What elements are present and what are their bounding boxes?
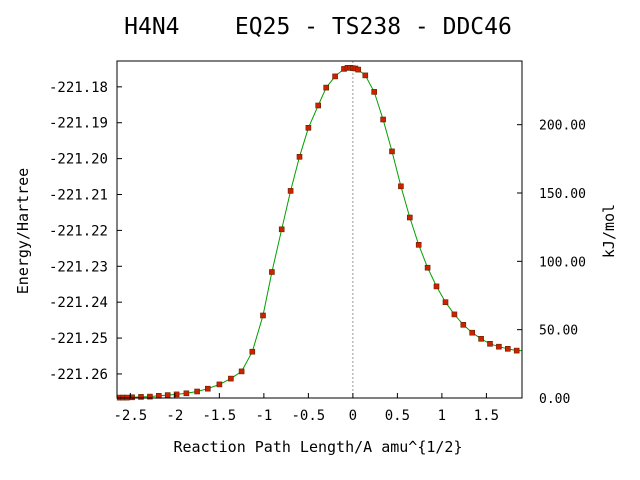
y2-tick-label: 200.00	[539, 119, 586, 134]
data-point	[287, 188, 294, 194]
data-point	[433, 283, 440, 290]
x-tick-label: -1.5	[203, 408, 237, 424]
data-point	[164, 392, 171, 398]
x-axis-ticks: -2.5 -2 -1.5 -1 -0.5 0 0.5 1 1.5	[113, 393, 499, 424]
data-point	[424, 264, 431, 271]
y-tick-label: -221.22	[49, 223, 108, 239]
y-axis-label: Energy/Hartree	[14, 168, 32, 294]
y-tick-label: -221.21	[49, 188, 108, 204]
y-tick-label: -221.18	[49, 80, 108, 96]
data-point	[129, 394, 135, 401]
y-tick-label: -221.25	[49, 331, 108, 347]
plot-frame	[116, 60, 523, 399]
data-point	[355, 66, 362, 73]
energy-curve-line	[119, 67, 522, 399]
data-point	[238, 368, 245, 375]
data-point	[469, 329, 476, 336]
y-tick-label: -221.19	[49, 116, 108, 132]
x-tick-label: 1	[438, 408, 446, 424]
data-points	[116, 65, 520, 401]
data-point	[513, 347, 520, 354]
y-tick-label: -221.23	[49, 259, 108, 275]
y-tick-label: -221.24	[49, 295, 108, 311]
data-point	[249, 348, 256, 355]
x-tick-label: -2	[166, 408, 183, 424]
y-tick-label: -221.20	[49, 152, 108, 168]
y2-axis-label: kJ/mol	[600, 204, 618, 258]
data-point	[228, 375, 234, 382]
data-point	[216, 381, 223, 388]
data-point	[278, 226, 285, 233]
data-point	[138, 394, 144, 400]
y2-tick-label: 50.00	[539, 324, 578, 339]
x-tick-label: -0.5	[292, 408, 326, 424]
data-point	[269, 269, 275, 275]
data-point	[194, 388, 200, 395]
data-point	[451, 311, 458, 318]
data-point	[406, 214, 413, 221]
x-tick-label: 1.5	[474, 408, 499, 424]
data-point	[147, 393, 153, 400]
data-point	[504, 345, 511, 352]
data-point	[305, 125, 312, 131]
data-point	[478, 335, 484, 342]
data-point	[380, 116, 386, 123]
data-point	[398, 183, 404, 190]
x-tick-label: -2.5	[113, 408, 147, 424]
data-point	[296, 154, 303, 160]
x-axis-label: Reaction Path Length/A amu^{1/2}	[174, 438, 463, 456]
y2-tick-label: 100.00	[539, 255, 586, 270]
y2-tick-label: 0.00	[539, 392, 570, 407]
x-tick-label: 0.5	[385, 408, 410, 424]
data-point	[205, 385, 211, 392]
data-point	[496, 343, 502, 350]
data-point	[415, 242, 422, 248]
chart-title: H4N4 EQ25 - TS238 - DDC46	[124, 14, 512, 40]
data-point	[487, 340, 493, 347]
data-point	[442, 299, 449, 306]
data-point	[460, 321, 467, 328]
data-point	[183, 390, 190, 397]
y2-axis-ticks: 0.00 50.00 100.00 150.00 200.00	[517, 119, 586, 407]
y2-tick-label: 150.00	[539, 187, 586, 202]
y-tick-label: -221.26	[49, 367, 108, 383]
data-point	[362, 72, 369, 79]
data-point	[389, 148, 395, 155]
data-point	[173, 391, 180, 398]
x-tick-label: -1	[255, 408, 272, 424]
data-point	[332, 73, 338, 80]
x-tick-label: 0	[349, 408, 357, 424]
data-point	[371, 89, 378, 95]
y-axis-ticks: -221.18 -221.19 -221.20 -221.21 -221.22 -221.…	[49, 80, 122, 383]
data-point	[323, 84, 330, 91]
data-point	[315, 102, 322, 109]
data-point	[260, 312, 266, 319]
